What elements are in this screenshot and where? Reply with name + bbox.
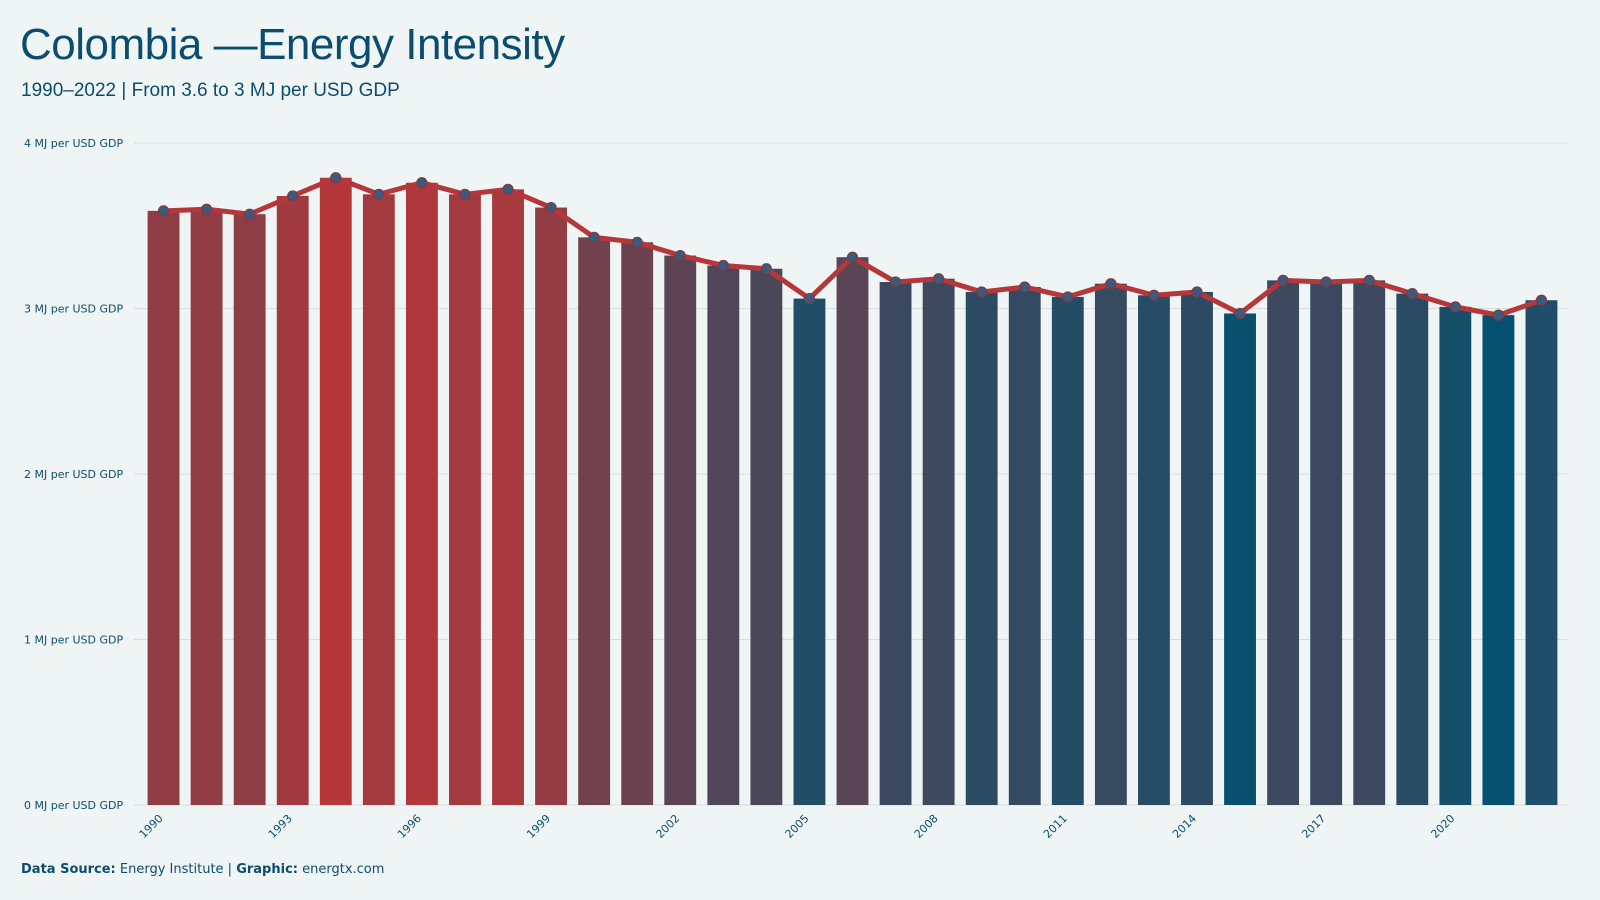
point-2005 bbox=[803, 292, 816, 305]
point-2010 bbox=[1019, 281, 1031, 293]
graphic-value: energtx.com bbox=[302, 862, 385, 877]
point-1998 bbox=[502, 183, 514, 195]
x-tick-label: 1999 bbox=[524, 812, 553, 841]
x-tick-label: 2014 bbox=[1170, 812, 1199, 841]
x-tick-label: 1993 bbox=[266, 812, 295, 841]
bar-1995 bbox=[362, 194, 395, 805]
bar-1991 bbox=[190, 209, 223, 805]
point-2013 bbox=[1148, 289, 1160, 301]
bar-2021 bbox=[1482, 315, 1515, 805]
bar-2004 bbox=[750, 268, 783, 805]
bar-2016 bbox=[1267, 280, 1300, 805]
point-2003 bbox=[717, 259, 729, 272]
point-1990 bbox=[157, 205, 170, 217]
bar-2008 bbox=[922, 278, 955, 806]
point-1993 bbox=[287, 190, 299, 202]
x-tick-label: 2020 bbox=[1428, 812, 1457, 841]
bar-2019 bbox=[1396, 293, 1429, 805]
point-1992 bbox=[244, 208, 256, 220]
bar-1993 bbox=[276, 195, 309, 805]
point-1994 bbox=[330, 172, 342, 184]
bar-2020 bbox=[1439, 306, 1472, 805]
bar-2006 bbox=[836, 257, 869, 805]
bar-1999 bbox=[535, 207, 568, 806]
y-tick-label: 3 MJ per USD GDP bbox=[24, 303, 123, 316]
point-2002 bbox=[674, 249, 686, 262]
bar-1997 bbox=[449, 194, 481, 805]
bar-2007 bbox=[879, 282, 912, 805]
point-2015 bbox=[1234, 307, 1246, 320]
point-2008 bbox=[933, 273, 945, 285]
bar-1994 bbox=[319, 177, 352, 805]
point-1999 bbox=[545, 201, 557, 214]
bar-2000 bbox=[578, 237, 611, 805]
bar-2010 bbox=[1008, 286, 1041, 805]
x-tick-label: 2002 bbox=[653, 812, 682, 841]
point-1996 bbox=[416, 177, 428, 189]
point-2020 bbox=[1449, 301, 1461, 313]
bar-2017 bbox=[1310, 282, 1343, 805]
point-2021 bbox=[1492, 309, 1505, 321]
bar-2009 bbox=[965, 291, 998, 805]
point-2007 bbox=[889, 276, 902, 288]
point-1995 bbox=[373, 188, 385, 200]
source-value: Energy Institute | bbox=[119, 862, 233, 877]
bar-2003 bbox=[707, 265, 740, 806]
point-1991 bbox=[200, 203, 213, 215]
bar-2015 bbox=[1224, 313, 1256, 805]
point-2022 bbox=[1535, 294, 1548, 306]
bar-1998 bbox=[492, 189, 524, 806]
x-tick-label: 1996 bbox=[395, 812, 424, 841]
bar-2018 bbox=[1353, 280, 1386, 805]
point-2016 bbox=[1277, 274, 1289, 286]
point-2014 bbox=[1191, 286, 1203, 298]
point-2011 bbox=[1062, 291, 1074, 303]
bar-2011 bbox=[1051, 296, 1084, 805]
x-tick-label: 1990 bbox=[137, 812, 166, 841]
bar-2014 bbox=[1181, 291, 1213, 805]
point-2009 bbox=[976, 286, 988, 298]
bar-2005 bbox=[793, 298, 826, 805]
source-label: Data Source: bbox=[21, 862, 116, 877]
bar-2012 bbox=[1094, 283, 1127, 805]
point-2012 bbox=[1105, 278, 1117, 290]
bar-1990 bbox=[147, 210, 180, 806]
bar-1992 bbox=[233, 214, 266, 806]
point-2017 bbox=[1320, 276, 1332, 288]
x-tick-label: 2005 bbox=[783, 812, 812, 841]
bar-1996 bbox=[405, 182, 438, 806]
y-tick-label: 1 MJ per USD GDP bbox=[24, 634, 123, 647]
chart-subtitle: 1990–2022 | From 3.6 to 3 MJ per USD GDP bbox=[21, 80, 400, 101]
bar-2002 bbox=[664, 255, 697, 806]
point-2001 bbox=[631, 236, 643, 248]
y-tick-label: 0 MJ per USD GDP bbox=[24, 799, 123, 812]
chart-title: Colombia —Energy Intensity bbox=[20, 20, 565, 69]
point-2019 bbox=[1406, 288, 1418, 300]
point-1997 bbox=[459, 188, 471, 200]
y-tick-label: 2 MJ per USD GDP bbox=[24, 468, 123, 481]
bar-2013 bbox=[1137, 295, 1170, 805]
graphic-label: Graphic: bbox=[236, 862, 298, 877]
point-2018 bbox=[1363, 274, 1375, 286]
point-2006 bbox=[846, 251, 859, 263]
bar-2022 bbox=[1525, 300, 1558, 805]
bar-2001 bbox=[621, 242, 654, 806]
point-2000 bbox=[588, 231, 600, 243]
footer-credits: Data Source: Energy Institute | Graphic:… bbox=[21, 862, 384, 877]
x-tick-label: 2008 bbox=[912, 812, 941, 841]
x-tick-label: 2017 bbox=[1299, 812, 1328, 841]
x-tick-label: 2011 bbox=[1041, 812, 1070, 841]
point-2004 bbox=[760, 263, 772, 275]
y-tick-label: 4 MJ per USD GDP bbox=[24, 137, 123, 150]
